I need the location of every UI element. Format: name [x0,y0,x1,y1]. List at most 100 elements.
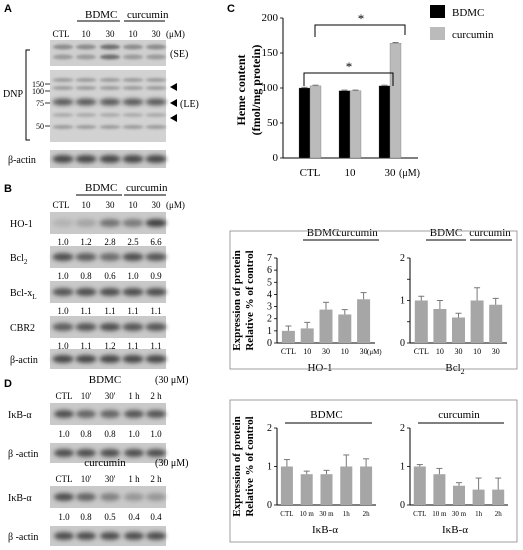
heme-bar-0-1 [338,90,351,159]
heme-legend-swatch-1 [430,27,445,40]
b-band-3-3 [122,323,144,331]
b-actin-band-0 [52,355,74,363]
panel-b-row-label-1-main: Bcl [10,253,24,264]
ho1-ylabel-line2: Relative % of control [244,250,256,350]
bcl2-bar-4 [489,304,503,343]
b-band-2-1 [75,288,97,296]
ikb1-xtick-2: 30 m [319,510,334,518]
panel-b-row-label-1-sub: 2 [24,258,28,266]
heme-ylabel: Heme content(fmol/mg protein) [234,45,263,136]
le-band-1-3 [122,86,144,90]
ikb2-group: curcumin [438,409,480,421]
panel-d-lane-1-0: CTL [56,474,73,484]
ho1-x-unit: (μM) [367,348,382,356]
panel-b-unit: (μM) [166,200,185,210]
b-actin-band-3 [122,355,144,363]
ikb1-xtick-1: 10 m [300,510,315,518]
heme-chart: 0 50 100 150 200 CTL 10 30 (μM) * * Heme content(fm… [234,5,494,179]
panel-b-value-3-3: 1.1 [127,341,138,351]
panel-d-value-0-1: 0.8 [80,429,92,439]
d-band-0-0 [54,410,74,418]
b-band-0-4 [145,219,167,227]
d-actin-band-1-2 [100,532,120,540]
se-band-mid-0 [53,54,73,60]
ikb1-ylabel-line2: Relative % of control [244,416,256,516]
se-band-top-0 [53,44,73,50]
ho1-bcl2-frame [229,230,518,370]
ho1-xtick-2: 30 [322,347,330,356]
panel-b-value-2-0: 1.0 [57,306,69,316]
panel-b-value-1-2: 0.6 [104,271,116,281]
panel-b-value-0-0: 1.0 [57,237,69,247]
arrowhead-2 [170,99,177,107]
panel-b-value-1-4: 0.9 [150,271,162,281]
panel-d-target-label-1: IκB-α [8,493,32,504]
le-band-3-3 [122,113,144,117]
panel-a-group-curcumin: curcumin [127,9,169,21]
panel-b-lane-3: 10 [129,200,139,210]
bcl2-ytick-label-4: 2 [400,253,405,264]
le-band-2-1 [75,98,97,106]
panel-b-value-2-1: 1.1 [80,306,91,316]
heme-xtick-1: 10 [345,167,357,179]
bcl2-ytick-label-0: 0 [400,338,405,349]
panel-b-value-0-4: 6.6 [150,237,162,247]
panel-letter-c: C [227,3,235,15]
d-actin-band-0-1 [76,449,96,457]
ikb2-bar-0 [413,466,426,505]
ikb1-ytick-label-2: 2 [267,423,272,434]
heme-x-unit: (μM) [399,168,420,179]
ho1-xlabel: HO-1 [307,362,332,374]
ikb2-xlabel: IκB-α [442,524,468,536]
panel-d-blots: BDMC (30 μM) CTL 10' 30' 1 h 2 h IκB-α 1.0 0.8 0.8… [8,374,188,546]
le-band-4-0 [52,125,74,129]
a-actin-band-0 [52,155,74,163]
le-band-2-4 [145,98,167,106]
d-band-0-4 [146,410,166,418]
panel-d-value-0-4: 1.0 [150,429,162,439]
b-band-1-0 [52,253,74,261]
bcl2-xtick-3: 10 [473,347,481,356]
panel-b-lane-0: CTL [53,200,70,210]
ikb1-group: BDMC [310,409,342,421]
panel-b-row-label-2-main: Bcl-x [10,288,32,299]
d-actin-band-1-1 [76,532,96,540]
ho1-bar-3 [338,314,352,343]
panel-b-row-label-3: CBR2 [10,323,35,334]
heme-sig-star-1: * [358,11,365,26]
d-actin-band-1-3 [124,532,144,540]
ikb2-ytick-label-0: 0 [400,500,405,511]
ikb2-bar-4 [492,489,505,505]
b-actin-band-4 [145,355,167,363]
panel-d-actin-label-1: β -actin [8,532,38,543]
blot-se [50,40,166,66]
bcl2-group-bdmc: BDMC [430,227,462,239]
ikb2-xtick-1: 10 m [432,510,447,518]
se-band-top-2 [100,44,120,50]
ho1-bar-0 [281,330,295,343]
le-band-1-4 [145,86,167,90]
se-band-top-3 [123,44,143,50]
ikb2-bar-2 [453,485,465,505]
le-band-2-0 [52,98,74,106]
d-actin-band-0-3 [124,449,144,457]
panel-letter-a: A [4,3,12,15]
panel-a-actin-label: β-actin [8,155,36,166]
panel-d-value-1-2: 0.5 [104,512,116,522]
mw-label-0: 150 [32,80,44,89]
panel-letter-b: B [4,183,12,195]
panel-d-target-label-0: IκB-α [8,410,32,421]
d-actin-band-1-0 [54,532,74,540]
d-band-0-2 [100,410,120,418]
panel-d-value-1-4: 0.4 [150,512,162,522]
heme-ytick-label-1: 50 [267,117,279,129]
panel-a-unit: (μM) [166,29,185,39]
ho1-group-curcumin: curcumin [336,227,378,239]
ikb1-xtick-3: 1h [343,510,351,518]
ikb1-bar-4 [360,466,373,505]
panel-letter-d: D [4,378,12,390]
panel-d-value-0-2: 0.8 [104,429,116,439]
bcl2-bar-1 [433,309,447,343]
le-band-4-2 [99,125,121,129]
panel-b-actin-label: β-actin [10,355,38,366]
